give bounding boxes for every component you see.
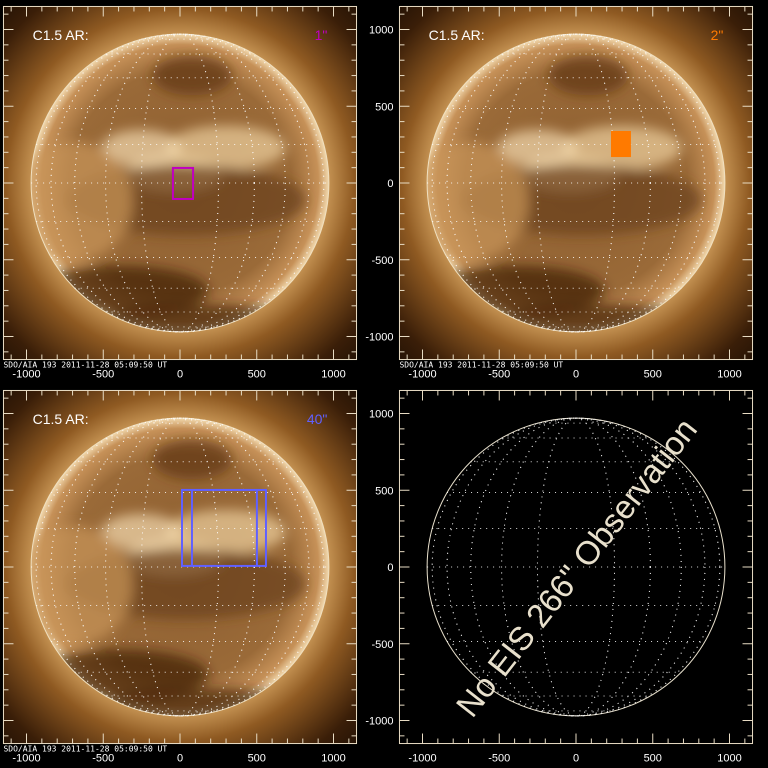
solar-region [31,141,133,262]
flare-label: C1.5 AR: [33,27,89,43]
x-tick-label: -500 [92,753,114,765]
x-tick-label: 1000 [717,753,741,765]
y-tick-label: 0 [387,178,393,190]
longitude-line [431,33,721,333]
panel-slit-266: -1000 -1000 -500 -500 0 0 500 500 1000 1000 No EIS… [365,389,754,765]
plot-area [399,6,753,360]
longitude-line [470,33,682,333]
heliographic-grid [427,417,725,717]
eis-raster-fov [180,488,267,567]
solar-region [152,55,233,96]
slit-label: 1" [315,27,328,43]
y-tick-label: -1000 [365,332,393,344]
y-tick-label: 0 [387,562,393,574]
longitude-line [431,417,721,717]
solar-region [166,509,287,554]
y-tick-label: -1000 [365,716,393,728]
solar-region [548,55,629,96]
eis-raster-fov [171,166,195,200]
solar-region [152,439,233,480]
y-tick-label: 500 [375,485,393,497]
x-tick-label: -1000 [408,753,436,765]
x-tick-label: -500 [488,753,510,765]
longitude-line [501,33,651,333]
y-tick-label: 1000 [369,25,393,37]
longitude-line [470,417,682,717]
y-tick-label: -500 [371,639,393,651]
x-tick-label: -500 [488,369,510,381]
x-tick-label: -500 [92,369,114,381]
panel-slit-2: -1000 -1000 -500 -500 0 0 500 500 1000 1000 C1.5 A… [365,5,754,381]
longitude-line [74,33,286,333]
slit-label: 2" [711,27,724,43]
x-tick-label: 500 [644,753,662,765]
x-tick-label: -1000 [12,753,40,765]
image-caption: SDO/AIA 193 2011-11-28 05:09:50 UT [3,745,167,754]
heliographic-grid [427,33,725,333]
slit-label: 40" [307,411,328,427]
x-tick-label: 500 [248,753,266,765]
plot-area [3,6,357,360]
heliographic-grid [31,33,329,333]
x-tick-label: 1000 [321,369,345,381]
image-caption: SDO/AIA 193 2011-11-28 05:09:50 UT [3,361,167,370]
x-tick-label: 1000 [717,369,741,381]
x-tick-label: 1000 [321,753,345,765]
y-tick-label: -500 [371,255,393,267]
solar-region [427,141,529,262]
solar-region [101,513,182,550]
longitude-line [105,417,255,717]
y-tick-label: 500 [375,101,393,113]
solar-region [497,129,578,166]
longitude-line [50,417,310,717]
flare-label: C1.5 AR: [33,411,89,427]
image-caption: SDO/AIA 193 2011-11-28 05:09:50 UT [399,361,563,370]
longitude-line [35,417,325,717]
y-tick-label: 1000 [369,409,393,421]
solar-region [101,129,182,166]
x-tick-label: 0 [177,369,183,381]
longitude-line [501,417,651,717]
heliographic-grid [31,417,329,717]
solar-region [166,125,287,170]
plot-area [3,390,357,744]
x-tick-label: 0 [177,753,183,765]
x-tick-label: 0 [573,753,579,765]
longitude-line [35,33,325,333]
longitude-line [74,417,286,717]
x-tick-label: -1000 [408,369,436,381]
no-observation-note: No EIS 266" Observation [449,411,704,723]
flare-label: C1.5 AR: [429,27,485,43]
x-tick-label: -1000 [12,369,40,381]
longitude-line [50,33,310,333]
x-tick-label: 0 [573,369,579,381]
x-tick-label: 500 [248,369,266,381]
x-tick-label: 500 [644,369,662,381]
solar-region [31,525,133,646]
plot-area [426,417,726,717]
longitude-line [105,33,255,333]
eis-raster-fov [610,130,631,158]
